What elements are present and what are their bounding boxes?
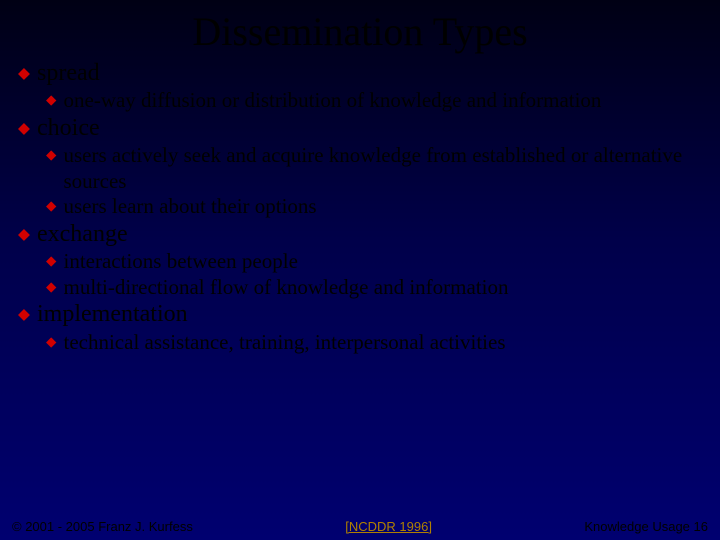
diamond-icon: ◆ — [46, 198, 57, 215]
list-item: ◆ technical assistance, training, interp… — [46, 330, 702, 356]
diamond-icon: ◆ — [46, 92, 57, 109]
list-item: ◆ users actively seek and acquire knowle… — [46, 143, 702, 194]
list-item: ◆ interactions between people — [46, 249, 702, 275]
item-text: users actively seek and acquire knowledg… — [64, 143, 703, 194]
diamond-icon: ◆ — [18, 225, 30, 244]
item-text: implementation — [37, 300, 702, 329]
item-text: one-way diffusion or distribution of kno… — [64, 88, 703, 114]
list-item: ◆ multi-directional flow of knowledge an… — [46, 275, 702, 301]
list-item: ◆ implementation — [18, 300, 702, 329]
list-item: ◆ spread — [18, 59, 702, 88]
list-item: ◆ choice — [18, 114, 702, 143]
item-text: exchange — [37, 220, 702, 249]
list-item: ◆ users learn about their options — [46, 194, 702, 220]
diamond-icon: ◆ — [18, 119, 30, 138]
item-text: technical assistance, training, interper… — [64, 330, 703, 356]
item-text: spread — [37, 59, 702, 88]
diamond-icon: ◆ — [18, 64, 30, 83]
item-text: users learn about their options — [64, 194, 703, 220]
footer-reference-link[interactable]: [NCDDR 1996] — [345, 519, 432, 534]
diamond-icon: ◆ — [46, 147, 57, 164]
slide-title: Dissemination Types — [0, 0, 720, 55]
slide-content: ◆ spread ◆ one-way diffusion or distribu… — [0, 55, 720, 355]
slide: Dissemination Types ◆ spread ◆ one-way d… — [0, 0, 720, 540]
diamond-icon: ◆ — [46, 279, 57, 296]
item-text: interactions between people — [64, 249, 703, 275]
diamond-icon: ◆ — [46, 334, 57, 351]
footer-copyright: © 2001 - 2005 Franz J. Kurfess — [12, 519, 193, 534]
slide-footer: © 2001 - 2005 Franz J. Kurfess [NCDDR 19… — [0, 519, 720, 534]
footer-page-label: Knowledge Usage 16 — [584, 519, 708, 534]
list-item: ◆ one-way diffusion or distribution of k… — [46, 88, 702, 114]
list-item: ◆ exchange — [18, 220, 702, 249]
item-text: choice — [37, 114, 702, 143]
diamond-icon: ◆ — [18, 305, 30, 324]
diamond-icon: ◆ — [46, 253, 57, 270]
item-text: multi-directional flow of knowledge and … — [64, 275, 703, 301]
